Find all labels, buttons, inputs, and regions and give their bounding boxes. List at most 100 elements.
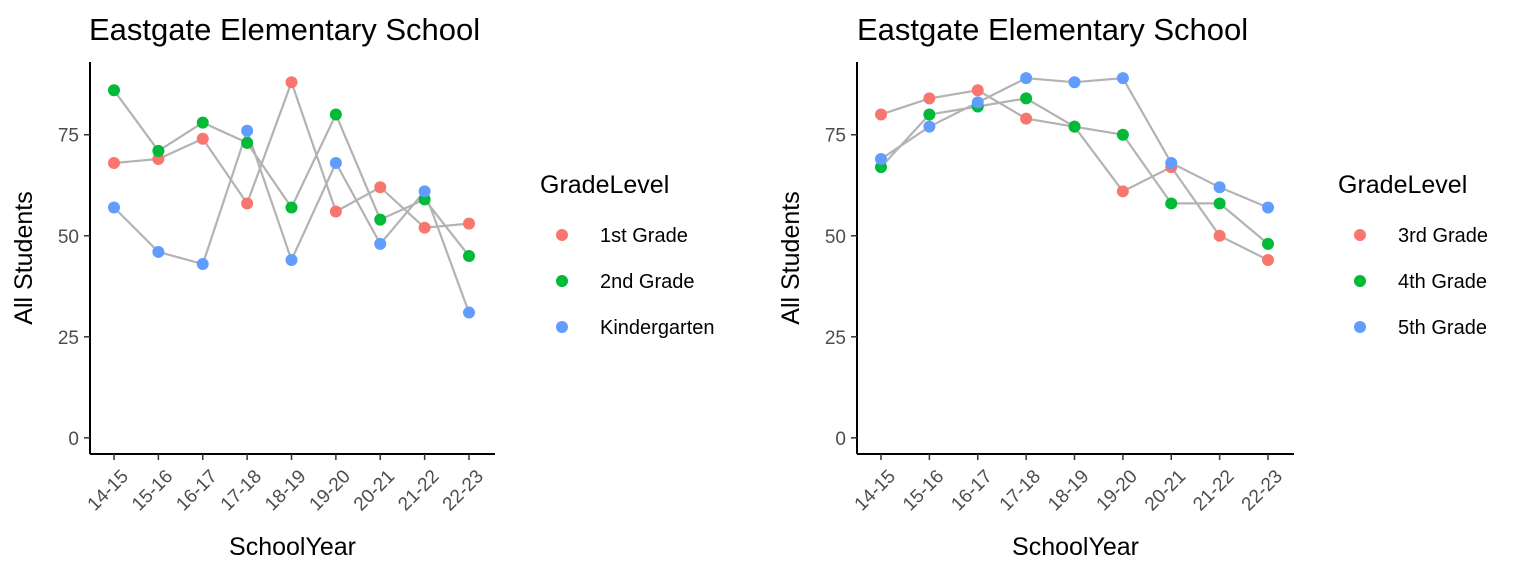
chart-panel-1: Eastgate Elementary School 0 25 50 75 14-1515… <box>10 12 715 561</box>
y-tick-label: 75 <box>58 126 79 147</box>
legend-key <box>1354 229 1366 241</box>
data-point-kindergarten <box>196 258 209 271</box>
chart-title: Eastgate Elementary School <box>857 12 1248 47</box>
legend-key <box>556 229 568 241</box>
x-tick-label: 16-17 <box>947 466 996 515</box>
data-point-4th-grade <box>1213 197 1226 210</box>
data-point-4th-grade <box>923 108 936 121</box>
legend: GradeLevel 3rd Grade 4th Grade 5th Grade <box>1338 171 1488 339</box>
y-tick-label: 50 <box>825 227 846 248</box>
legend: GradeLevel 1st Grade 2nd Grade Kindergarten <box>540 171 715 339</box>
x-tick-label: 22-23 <box>439 466 488 515</box>
data-point-3rd-grade <box>875 108 887 121</box>
data-point-2nd-grade <box>152 144 165 157</box>
data-point-1st-grade <box>418 221 431 234</box>
x-tick-label: 20-21 <box>350 466 399 515</box>
data-point-3rd-grade <box>1213 229 1226 242</box>
x-tick-label: 19-20 <box>1093 466 1142 515</box>
data-point-2nd-grade <box>285 201 298 214</box>
data-point-1st-grade <box>285 76 298 89</box>
data-point-kindergarten <box>285 254 298 267</box>
data-point-5th-grade <box>923 120 936 133</box>
x-tick-label: 21-22 <box>394 466 443 515</box>
data-point-kindergarten <box>152 245 165 258</box>
data-point-3rd-grade <box>971 84 984 97</box>
data-point-kindergarten <box>463 306 475 319</box>
data-point-1st-grade <box>108 157 120 170</box>
series-line-3rd-grade <box>880 89 1269 261</box>
x-tick-label: 22-23 <box>1238 466 1287 515</box>
legend-key <box>556 321 568 333</box>
data-point-5th-grade <box>1116 72 1129 85</box>
legend-key <box>556 275 568 287</box>
y-tick-label: 75 <box>825 126 846 147</box>
legend-label: Kindergarten <box>600 317 715 339</box>
data-point-4th-grade <box>1116 128 1129 141</box>
y-tick-label: 50 <box>58 227 79 248</box>
x-tick-label: 14-15 <box>851 466 900 515</box>
legend-label: 4th Grade <box>1398 271 1487 293</box>
x-tick-label: 17-18 <box>217 466 266 515</box>
data-point-2nd-grade <box>196 116 209 129</box>
y-tick-label: 0 <box>68 429 79 450</box>
legend-label: 3rd Grade <box>1398 225 1488 247</box>
x-tick-label: 18-19 <box>261 466 310 515</box>
y-tick-label: 0 <box>835 429 846 450</box>
x-tick-label: 17-18 <box>996 466 1045 515</box>
legend-title: GradeLevel <box>1338 171 1467 199</box>
x-tick-label: 16-17 <box>172 466 221 515</box>
data-point-kindergarten <box>329 157 342 170</box>
x-axis-title: SchoolYear <box>229 533 356 561</box>
data-point-5th-grade <box>1068 76 1081 89</box>
series-line-2nd-grade <box>113 89 470 257</box>
data-point-3rd-grade <box>1020 112 1033 125</box>
data-point-4th-grade <box>1068 120 1081 133</box>
y-axis-title: All Students <box>10 191 38 324</box>
y-tick-label: 25 <box>58 328 79 349</box>
y-axis-title: All Students <box>777 191 805 324</box>
chart-panel-2: Eastgate Elementary School 0 25 50 75 14-15 15… <box>777 12 1488 561</box>
data-point-2nd-grade <box>374 213 387 226</box>
data-point-5th-grade <box>1165 157 1178 170</box>
data-point-3rd-grade <box>923 92 936 105</box>
x-tick-label: 21-22 <box>1189 466 1238 515</box>
data-point-4th-grade <box>1262 237 1274 250</box>
data-point-kindergarten <box>374 237 387 250</box>
x-tick-label: 20-21 <box>1141 466 1190 515</box>
data-point-kindergarten <box>108 201 120 214</box>
data-point-2nd-grade <box>241 136 254 149</box>
data-point-5th-grade <box>971 96 984 109</box>
legend-label: 2nd Grade <box>600 271 695 293</box>
x-tick-label: 14-15 <box>84 466 133 515</box>
x-tick-label: 19-20 <box>306 466 355 515</box>
data-point-1st-grade <box>196 132 209 145</box>
legend-label: 1st Grade <box>600 225 688 247</box>
data-point-4th-grade <box>1165 197 1178 210</box>
data-point-1st-grade <box>374 181 387 194</box>
data-point-3rd-grade <box>1262 254 1274 267</box>
data-point-2nd-grade <box>329 108 342 121</box>
x-tick-label: 18-19 <box>1044 466 1093 515</box>
legend-title: GradeLevel <box>540 171 669 199</box>
data-point-1st-grade <box>463 217 475 230</box>
legend-label: 5th Grade <box>1398 317 1487 339</box>
data-point-4th-grade <box>1020 92 1033 105</box>
data-point-5th-grade <box>875 152 887 165</box>
legend-key <box>1354 321 1366 333</box>
legend-key <box>1354 275 1366 287</box>
chart-title: Eastgate Elementary School <box>89 12 480 47</box>
data-point-2nd-grade <box>463 249 475 262</box>
data-point-5th-grade <box>1020 72 1033 85</box>
series-line-kindergarten <box>113 127 471 313</box>
data-point-1st-grade <box>329 205 342 218</box>
x-tick-label: 15-16 <box>128 466 177 515</box>
data-point-3rd-grade <box>1116 185 1129 198</box>
x-axis-title: SchoolYear <box>1012 533 1139 561</box>
data-point-1st-grade <box>241 197 254 210</box>
data-point-5th-grade <box>1262 201 1274 214</box>
x-tick-label: 15-16 <box>899 466 948 515</box>
data-point-kindergarten <box>241 124 254 137</box>
y-tick-label: 25 <box>825 328 846 349</box>
data-point-5th-grade <box>1213 181 1226 194</box>
